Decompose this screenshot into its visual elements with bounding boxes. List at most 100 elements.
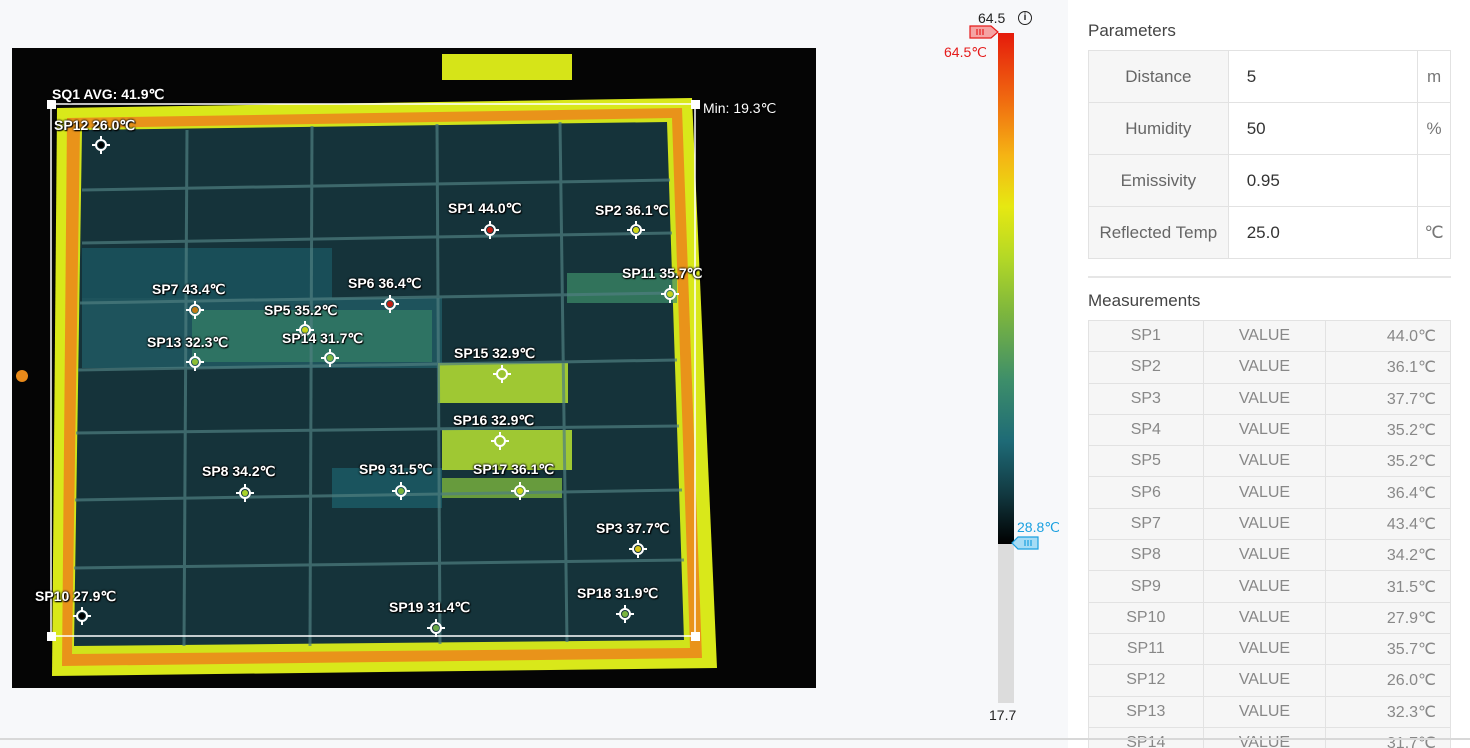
sp19-crosshair-icon[interactable] [427, 619, 445, 637]
measurement-type: VALUE [1202, 351, 1327, 384]
measurement-row[interactable]: SP7 VALUE 43.4℃ [1088, 507, 1451, 541]
sp12-crosshair-icon[interactable] [92, 136, 110, 154]
section-divider [1088, 276, 1451, 278]
measurement-row[interactable]: SP2 VALUE 36.1℃ [1088, 351, 1451, 384]
measurement-value: 35.7℃ [1325, 632, 1451, 666]
measurement-type: VALUE [1202, 413, 1327, 447]
sp17-crosshair-icon[interactable] [511, 482, 529, 500]
measurement-row[interactable]: SP14 VALUE 31.7℃ [1088, 726, 1451, 748]
measurement-type: VALUE [1202, 382, 1327, 415]
measurement-type: VALUE [1202, 695, 1327, 728]
measurement-value: 32.3℃ [1325, 695, 1451, 728]
info-icon[interactable]: i [1018, 11, 1032, 25]
parameter-key: Emissivity [1088, 154, 1229, 207]
parameter-unit: ℃ [1417, 206, 1451, 259]
measurement-row[interactable]: SP10 VALUE 27.9℃ [1088, 601, 1451, 634]
measurement-type: VALUE [1202, 632, 1327, 666]
roi-handle-bottom-left[interactable] [47, 632, 56, 641]
measurement-name: SP14 [1088, 726, 1204, 748]
measurement-name: SP13 [1088, 695, 1204, 728]
sp6-label: SP6 36.4℃ [348, 275, 422, 291]
measurement-value: 36.4℃ [1325, 476, 1451, 509]
parameter-unit: m [1417, 50, 1451, 103]
sp2-crosshair-icon[interactable] [627, 221, 645, 239]
roi-handle-top-right[interactable] [691, 100, 700, 109]
measurement-name: SP2 [1088, 351, 1204, 384]
upper-limit-handle-icon[interactable] [969, 25, 999, 39]
sp10-label: SP10 27.9℃ [35, 588, 117, 604]
measurement-value: 26.0℃ [1325, 664, 1451, 697]
measurement-name: SP7 [1088, 507, 1204, 541]
measurements-table: SP1 VALUE 44.0℃ SP2 VALUE 36.1℃ SP3 VALUE 37.7℃ S… [1088, 319, 1451, 748]
measurement-name: SP8 [1088, 539, 1204, 572]
sp3-crosshair-icon[interactable] [629, 540, 647, 558]
sp9-crosshair-icon[interactable] [392, 482, 410, 500]
lower-limit-handle-icon[interactable] [1011, 536, 1039, 550]
sp5-crosshair-icon[interactable] [296, 321, 314, 339]
sp3-label: SP3 37.7℃ [596, 520, 670, 536]
measurement-row[interactable]: SP9 VALUE 31.5℃ [1088, 570, 1451, 603]
sp8-crosshair-icon[interactable] [236, 484, 254, 502]
parameter-value-field[interactable]: 50 [1227, 102, 1419, 155]
measurement-value: 43.4℃ [1325, 507, 1451, 541]
sp7-crosshair-icon[interactable] [186, 301, 204, 319]
sp13-crosshair-icon[interactable] [186, 353, 204, 371]
measurement-name: SP12 [1088, 664, 1204, 697]
sp11-crosshair-icon[interactable] [661, 285, 679, 303]
bottom-border [0, 738, 1470, 740]
roi-handle-bottom-right[interactable] [691, 632, 700, 641]
sp18-crosshair-icon[interactable] [616, 605, 634, 623]
upper-limit-label: 64.5℃ [944, 44, 987, 60]
parameter-row: Humidity 50% [1088, 102, 1451, 155]
parameter-key: Humidity [1088, 102, 1229, 155]
measurement-row[interactable]: SP6 VALUE 36.4℃ [1088, 476, 1451, 509]
roi-avg-label: SQ1 AVG: 41.9℃ [52, 86, 165, 102]
parameters-title: Parameters [1088, 21, 1176, 40]
measurement-value: 37.7℃ [1325, 382, 1451, 415]
sp6-crosshair-icon[interactable] [381, 295, 399, 313]
measurement-name: SP3 [1088, 382, 1204, 415]
measurement-row[interactable]: SP4 VALUE 35.2℃ [1088, 413, 1451, 447]
measurement-row[interactable]: SP8 VALUE 34.2℃ [1088, 539, 1451, 572]
sp14-crosshair-icon[interactable] [321, 349, 339, 367]
measurement-row[interactable]: SP12 VALUE 26.0℃ [1088, 664, 1451, 697]
measurements-title: Measurements [1088, 291, 1201, 310]
roi-min-label: Min: 19.3℃ [703, 100, 777, 116]
measurement-value: 35.2℃ [1325, 413, 1451, 447]
measurement-value: 44.0℃ [1325, 319, 1451, 353]
measurement-row[interactable]: SP1 VALUE 44.0℃ [1088, 319, 1451, 353]
thermal-image [16, 54, 717, 676]
color-scale-bar[interactable] [998, 33, 1014, 703]
sp2-label: SP2 36.1℃ [595, 202, 669, 218]
sp8-label: SP8 34.2℃ [202, 463, 276, 479]
measurement-type: VALUE [1202, 319, 1327, 353]
sp16-crosshair-icon[interactable] [491, 432, 509, 450]
sp14-label: SP14 31.7℃ [282, 330, 364, 346]
measurement-name: SP5 [1088, 445, 1204, 478]
parameter-value-field[interactable]: 25.0 [1227, 206, 1419, 259]
measurement-type: VALUE [1202, 476, 1327, 509]
measurement-value: 36.1℃ [1325, 351, 1451, 384]
measurement-row[interactable]: SP3 VALUE 37.7℃ [1088, 382, 1451, 415]
parameter-unit [1417, 154, 1451, 207]
measurement-row[interactable]: SP13 VALUE 32.3℃ [1088, 695, 1451, 728]
scale-max-value: 64.5 [978, 10, 1006, 26]
measurement-type: VALUE [1202, 601, 1327, 634]
parameter-value-field[interactable]: 0.95 [1227, 154, 1419, 207]
measurement-row[interactable]: SP5 VALUE 35.2℃ [1088, 445, 1451, 478]
measurement-row[interactable]: SP11 VALUE 35.7℃ [1088, 632, 1451, 666]
sp9-label: SP9 31.5℃ [359, 461, 433, 477]
measurement-value: 34.2℃ [1325, 539, 1451, 572]
measurement-name: SP1 [1088, 319, 1204, 353]
sp15-crosshair-icon[interactable] [493, 365, 511, 383]
sp12-label: SP12 26.0℃ [54, 117, 136, 133]
sp1-crosshair-icon[interactable] [481, 221, 499, 239]
measurement-name: SP4 [1088, 413, 1204, 447]
roi-handle-top-left[interactable] [47, 100, 56, 109]
sp18-label: SP18 31.9℃ [577, 585, 659, 601]
thermal-image-viewport[interactable]: SQ1 AVG: 41.9℃ Min: 19.3℃ SP1 44.0℃ SP2 3… [12, 48, 816, 688]
parameter-value-field[interactable]: 5 [1227, 50, 1419, 103]
sp10-crosshair-icon[interactable] [73, 607, 91, 625]
side-panel: Parameters Distance 5 m Humidity 50% Emissivi… [1068, 0, 1470, 748]
measurement-value: 35.2℃ [1325, 445, 1451, 478]
